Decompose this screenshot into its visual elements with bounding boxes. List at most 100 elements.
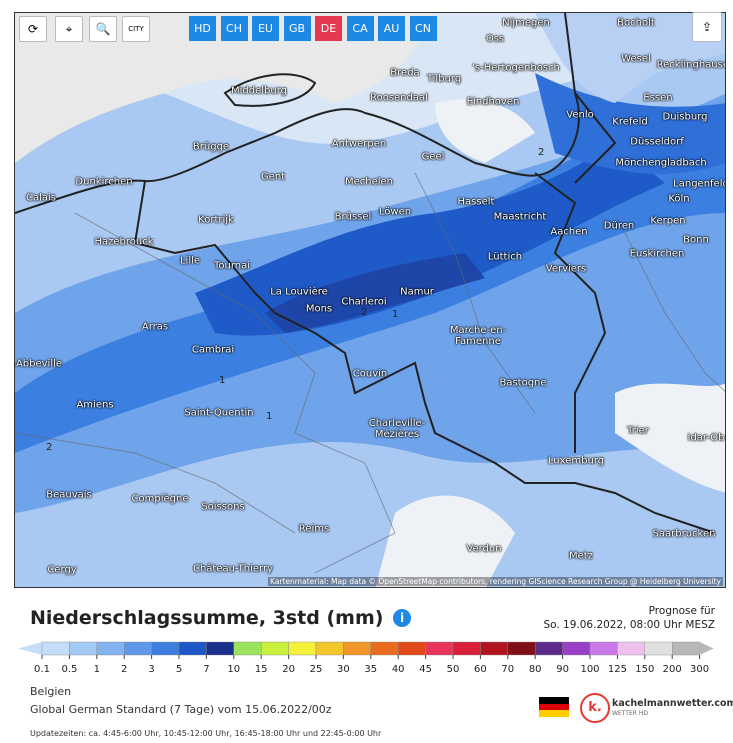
city-label: Duisburg (662, 111, 708, 123)
region-button[interactable]: AU (378, 16, 405, 41)
city-label: Saint-Quentin (184, 407, 254, 419)
city-label: Dunkirchen (75, 176, 133, 188)
legend-swatch (261, 641, 289, 656)
city-label: Maastricht (493, 211, 547, 223)
legend-swatch (644, 641, 673, 656)
city-label: Château-Thierry (192, 563, 274, 575)
legend-tick-label: 90 (556, 664, 569, 675)
city-label: Düsseldorf (630, 136, 684, 148)
legend-swatch (69, 641, 98, 656)
region-button[interactable]: GB (283, 16, 311, 41)
info-icon[interactable]: i (393, 609, 411, 627)
legend-tick-label: 7 (203, 664, 210, 675)
city-label: Recklinghausen (656, 59, 725, 71)
city-label: Tilburg (426, 73, 462, 85)
contour-label: 1 (219, 375, 226, 386)
contour-label: 2 (361, 307, 368, 318)
city-label: Antwerpen (331, 138, 387, 150)
city-label: Arras (141, 321, 169, 333)
legend-swatch (41, 641, 70, 656)
legend-tick-label: 100 (580, 664, 600, 675)
city-label: Kortrijk (198, 214, 234, 226)
map[interactable]: Nijmegen Bocholt Oss Wesel 's-Hertogenbosch R… (14, 12, 726, 588)
city-label: Saarbrucken (652, 528, 716, 540)
legend-tick-label: 20 (282, 664, 295, 675)
city-label: Krefeld (612, 116, 648, 128)
legend-swatch (315, 641, 344, 656)
model-info: Global German Standard (7 Tage) vom 15.0… (30, 703, 332, 716)
city-button[interactable]: CITY (122, 16, 150, 42)
legend-swatch (617, 641, 646, 656)
legend-swatch (672, 641, 700, 656)
city-label: Lüttich (487, 251, 523, 263)
legend-arrow-right (699, 642, 714, 655)
city-label: Roosendaal (370, 92, 428, 104)
legend-swatch (398, 641, 426, 656)
legend-tick-label: 150 (635, 664, 655, 675)
forecast-label: Prognose für (648, 605, 715, 617)
legend-swatch (425, 641, 454, 656)
legend-tick-label: 10 (227, 664, 241, 675)
city-label: 's-Hertogenbosch (472, 62, 560, 74)
region-button[interactable]: EU (252, 16, 279, 41)
city-label: Idar-Ob (687, 432, 725, 444)
city-label: Nijmegen (502, 17, 550, 29)
city-label: Cambrai (191, 344, 235, 356)
city-label: Compiègne (131, 493, 189, 505)
city-label: Löwen (378, 206, 412, 218)
city-label: Beauvais (46, 489, 92, 501)
legend-tick-label: 35 (364, 664, 378, 675)
city-label: Oss (485, 33, 505, 45)
legend-swatch (370, 641, 399, 656)
share-button[interactable]: ⇪ (692, 12, 722, 42)
region-button[interactable]: DE (315, 16, 342, 41)
logo-name: kachelmannwetter.com (612, 698, 733, 709)
city-label: Verdun (466, 543, 502, 555)
city-label: Brügge (192, 141, 230, 153)
contour-label: 1 (266, 411, 273, 422)
refresh-button[interactable]: ⟳ (19, 16, 47, 42)
legend-tick-label: 0.5 (61, 664, 78, 675)
city-label: Namur (400, 286, 434, 298)
legend-tick-label: 125 (607, 664, 627, 675)
legend-swatch (206, 641, 234, 656)
city-label: Mons (305, 303, 333, 315)
region-button[interactable]: HD (189, 16, 216, 41)
legend-tick-label: 80 (528, 664, 542, 675)
city-label: Eindhoven (466, 96, 520, 108)
legend-swatch (480, 641, 508, 656)
logo-mark: k. (580, 693, 610, 723)
city-label: Düren (603, 220, 635, 232)
region-button[interactable]: CH (220, 16, 248, 41)
region-button[interactable]: CN (409, 16, 437, 41)
city-label: Breda (390, 67, 420, 79)
legend-tick-label: 60 (474, 664, 487, 675)
city-label: Gent (260, 171, 286, 183)
city-label: Abbeville (15, 358, 63, 370)
city-label: Middelburg (230, 85, 288, 97)
city-label: Marche-en-Famenne (449, 325, 507, 347)
legend-tick-label: 30 (337, 664, 350, 675)
zoom-button[interactable]: 🔍 (89, 16, 117, 42)
legend-swatch (589, 641, 618, 656)
city-label: Brüssel (334, 211, 372, 223)
city-label: Langenfeld (673, 178, 726, 190)
forecast-time: So. 19.06.2022, 08:00 Uhr MESZ (543, 619, 715, 631)
locate-button[interactable]: ⌖ (55, 16, 83, 42)
city-label: Luxemburg (547, 455, 605, 467)
region-name: Belgien (30, 685, 72, 698)
legend-tick-label: 50 (446, 664, 460, 675)
city-label: Bastogne (499, 377, 547, 389)
map-base (15, 13, 725, 587)
city-label: Charleville-Mézières (368, 418, 426, 440)
legend-tick-label: 3 (148, 664, 155, 675)
city-label: Reims (298, 523, 330, 535)
legend-swatch (123, 641, 152, 656)
city-label: Soissons (201, 501, 245, 513)
legend-tick-label: 5 (175, 664, 183, 675)
city-label: Hazebrouck (94, 236, 154, 248)
region-button[interactable]: CA (346, 16, 374, 41)
legend-swatch (562, 641, 591, 656)
update-times: Updatezeiten: ca. 4:45-6:00 Uhr, 10:45-1… (30, 729, 382, 738)
